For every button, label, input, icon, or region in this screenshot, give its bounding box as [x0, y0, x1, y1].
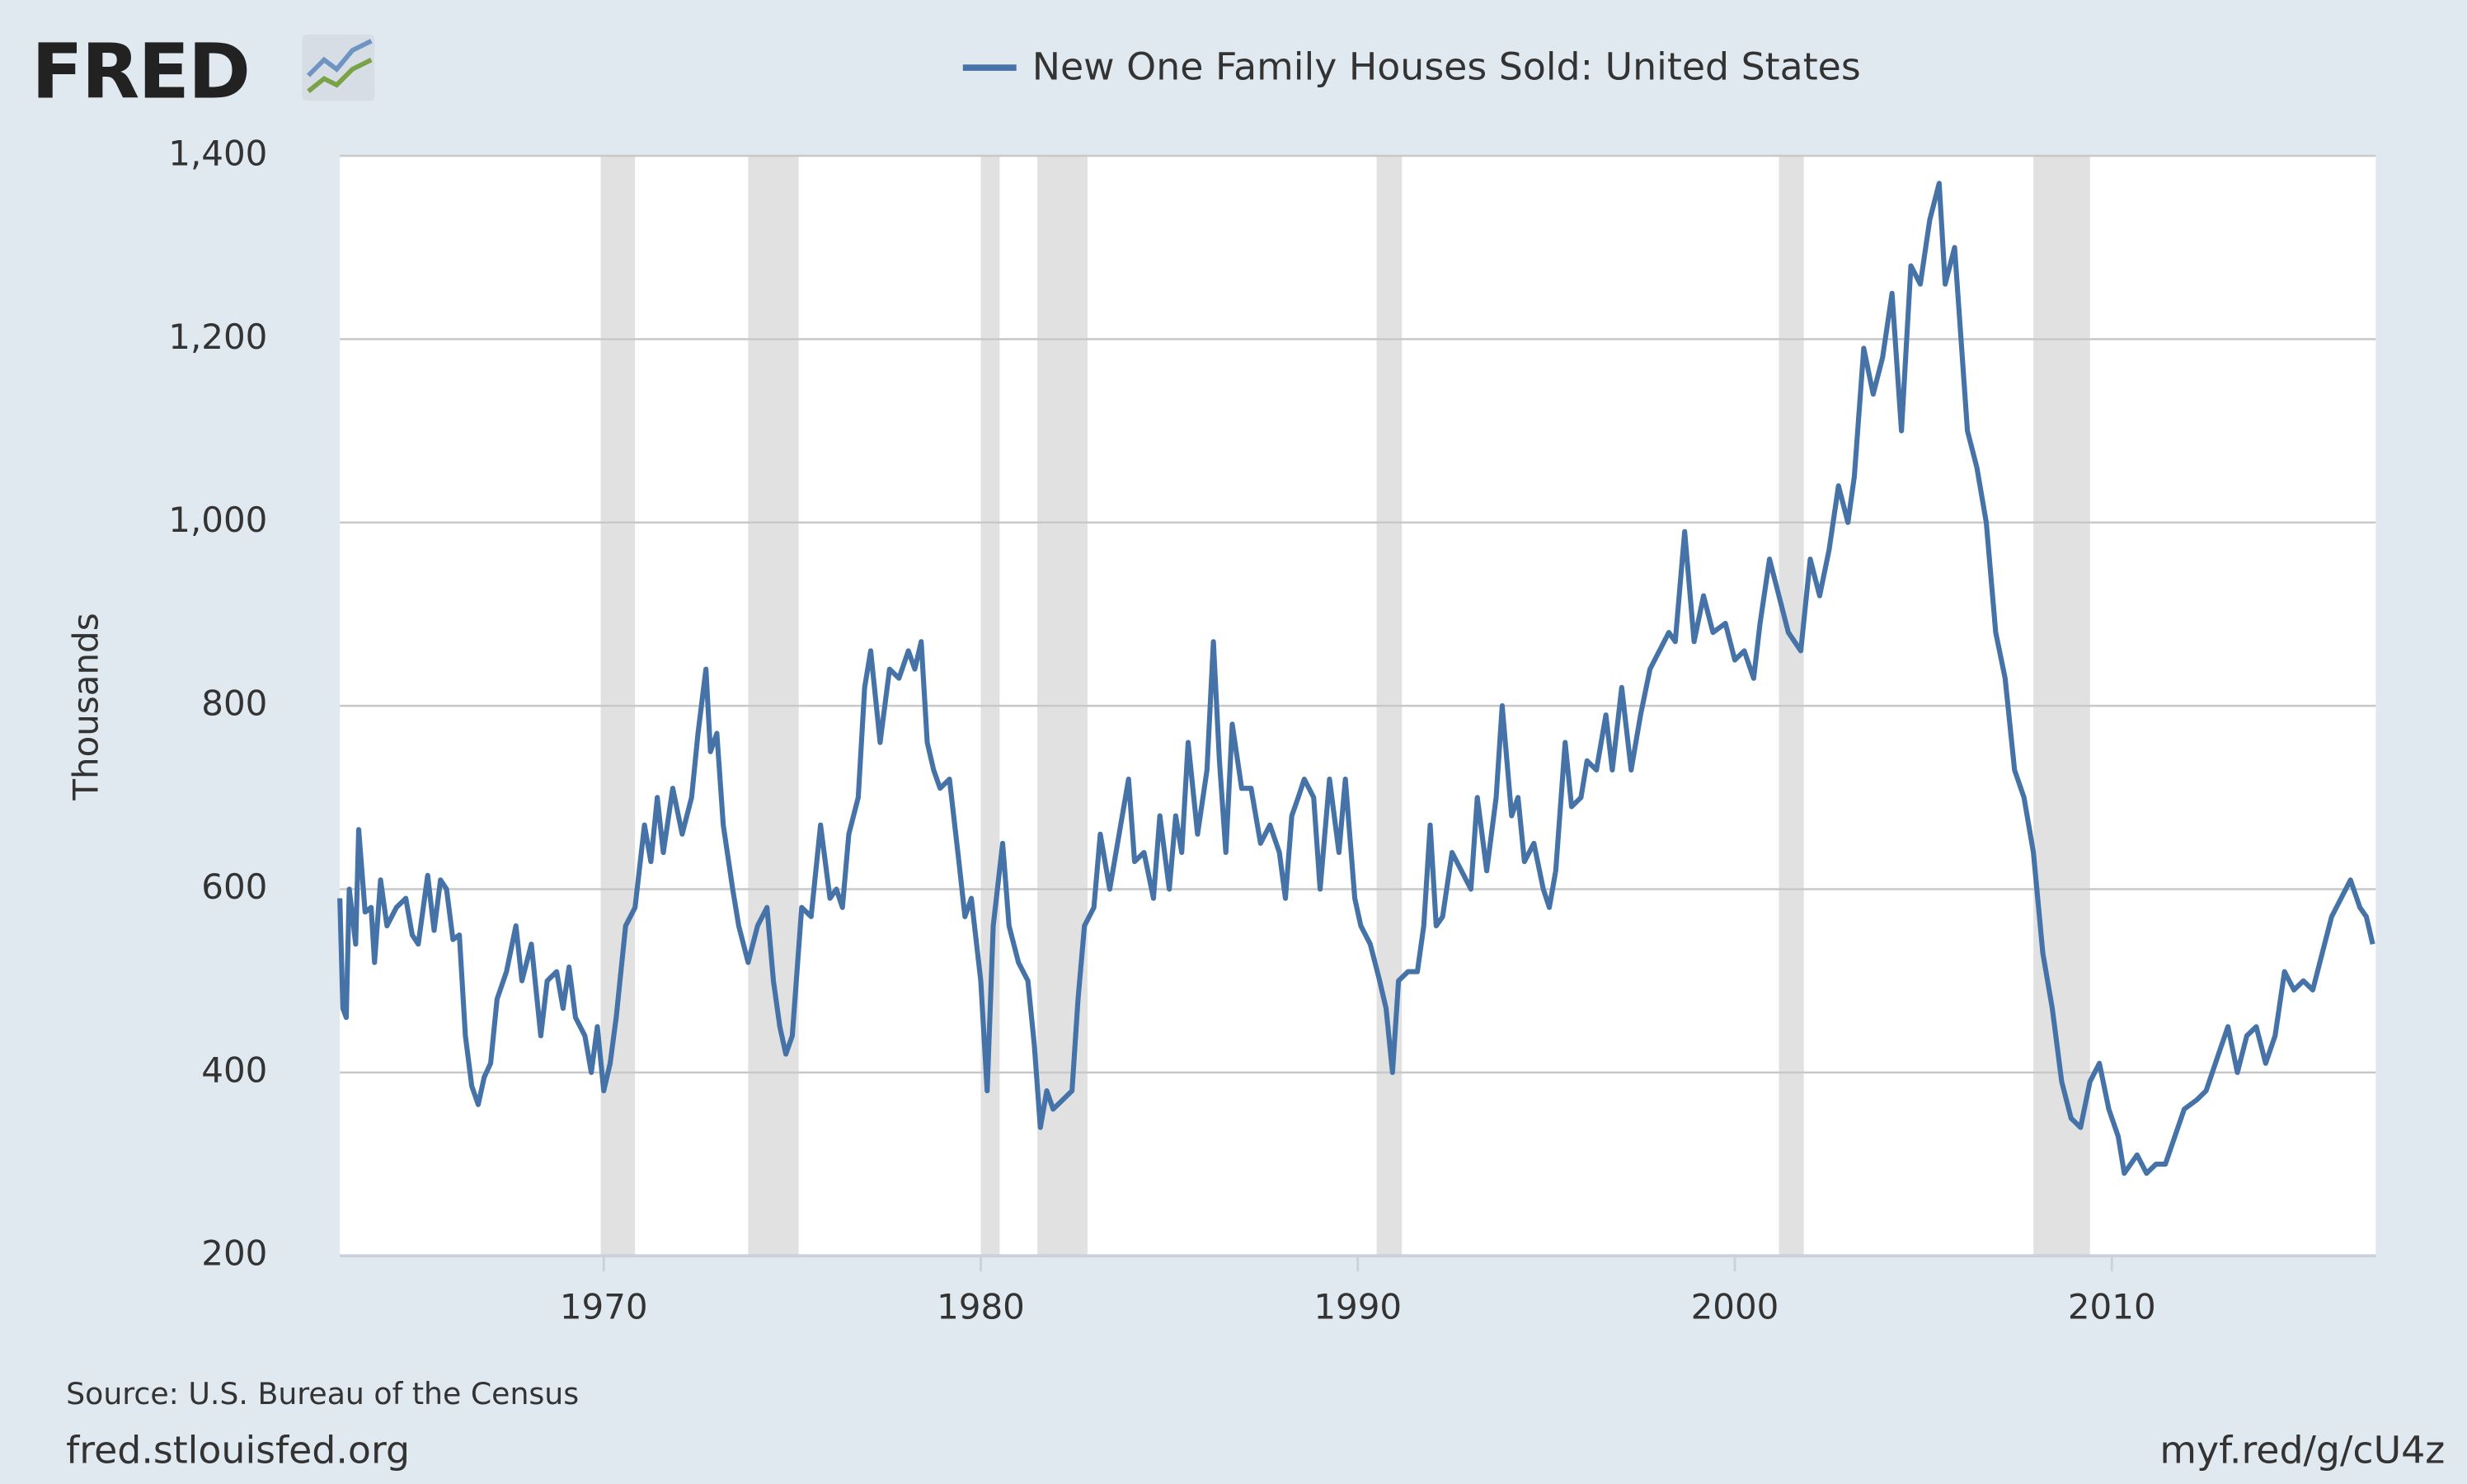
- series-line: [337, 181, 2375, 1176]
- y-tick-label: 1,400: [168, 133, 267, 173]
- x-tick-label: 2010: [2068, 1287, 2156, 1327]
- site: fred.stlouisfed.org: [66, 1427, 410, 1472]
- y-tick-label: 200: [201, 1233, 267, 1274]
- x-tick-label: 1990: [1313, 1287, 1402, 1327]
- x-tick-label: 1970: [560, 1287, 648, 1327]
- y-axis-label: Thousands: [65, 613, 106, 801]
- legend-label: New One Family Houses Sold: United State…: [1032, 44, 1861, 88]
- logo: FRED: [31, 27, 249, 115]
- plot: 200 400 600 800 1,000 1,200 1,400 1970 1980 1990 2…: [168, 133, 2376, 1327]
- y-tick-label: 1,000: [168, 500, 267, 540]
- y-tick-label: 600: [201, 866, 267, 907]
- short-url: myf.red/g/cU4z: [2159, 1427, 2445, 1472]
- y-tick-label: 1,200: [168, 317, 267, 357]
- logo-icon: [302, 34, 375, 101]
- x-tick-label: 2000: [1691, 1287, 1779, 1327]
- source: Source: U.S. Bureau of the Census: [66, 1376, 579, 1411]
- y-tick-label: 400: [201, 1050, 267, 1090]
- x-tick-label: 1980: [937, 1287, 1025, 1327]
- y-tick-label: 800: [201, 683, 267, 724]
